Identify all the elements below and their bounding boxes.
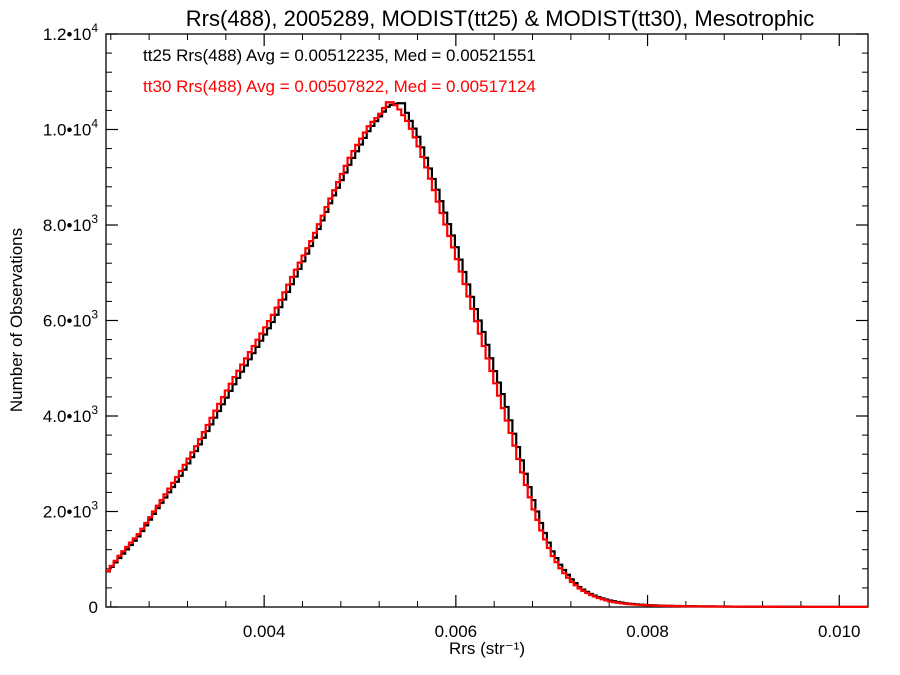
x-tick-label: 0.004 [243,622,286,641]
x-tick-labels: 0.004 0.006 0.008 0.010 [243,622,861,641]
y-tick-label: 4.0•103 [43,403,99,426]
y-tick-labels: 0 2.0•103 4.0•103 6.0•103 8.0•103 1.0•104 1.2•… [43,21,99,617]
y-tick-label: 0 [89,598,98,617]
x-tick-label: 0.010 [818,622,861,641]
x-tick-label: 0.008 [626,622,669,641]
x-axis-title: Rrs (str⁻¹) [449,639,525,658]
series-tt25-line [106,102,868,608]
y-tick-label: 1.2•104 [43,21,99,44]
y-tick-label: 6.0•103 [43,308,99,331]
y-tick-label: 2.0•103 [43,499,99,522]
y-axis-title: Number of Observations [7,228,26,412]
y-tick-label: 8.0•103 [43,212,99,235]
axis-ticks [106,33,868,608]
plot-frame [105,33,869,608]
chart-title: Rrs(488), 2005289, MODIST(tt25) & MODIST… [186,6,814,31]
series-tt30-line [106,101,868,608]
y-tick-label: 1.0•104 [43,117,99,140]
annotation-tt30: tt30 Rrs(488) Avg = 0.00507822, Med = 0.… [143,77,536,96]
series-layer [106,101,868,608]
x-tick-label: 0.006 [435,622,478,641]
annotation-tt25: tt25 Rrs(488) Avg = 0.00512235, Med = 0.… [143,46,536,65]
